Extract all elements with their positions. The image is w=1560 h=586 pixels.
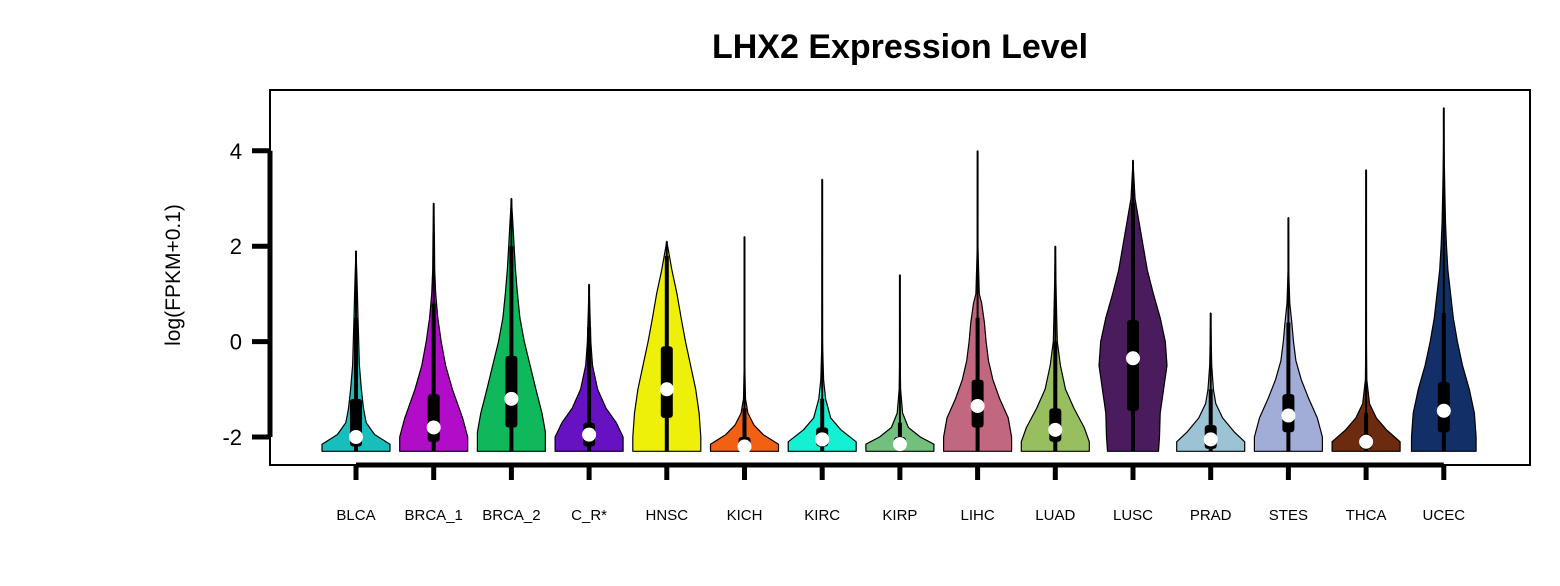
y-axis: -2 0 2 4 bbox=[222, 139, 273, 450]
chart-title: LHX2 Expression Level bbox=[712, 28, 1088, 66]
x-tick-label: BRCA_2 bbox=[482, 507, 540, 524]
violin-median-dot bbox=[1281, 408, 1296, 423]
x-tick-label: BLCA bbox=[336, 507, 375, 524]
y-tick-label: 0 bbox=[230, 330, 242, 355]
violin-median-dot bbox=[659, 382, 674, 397]
y-tick-label: 4 bbox=[230, 139, 242, 164]
x-tick-label: PRAD bbox=[1190, 507, 1232, 524]
x-tick-label: THCA bbox=[1346, 507, 1387, 524]
violin-median-dot bbox=[504, 391, 519, 406]
x-axis: BLCA BRCA_1 BRCA_2 C_R* HNSC KICH KIRC KIRP LIHC… bbox=[336, 462, 1466, 524]
violin-median-dot bbox=[582, 427, 597, 442]
x-tick-label: C_R* bbox=[571, 507, 607, 524]
x-tick-label: HNSC bbox=[646, 507, 689, 524]
violin-median-dot bbox=[1048, 422, 1063, 437]
violin-median-dot bbox=[1359, 434, 1374, 449]
violin-median-dot bbox=[349, 430, 363, 444]
x-tick-label: KIRC bbox=[804, 507, 840, 524]
x-tick-label: LUAD bbox=[1035, 507, 1075, 524]
x-tick-label: KICH bbox=[727, 507, 763, 524]
x-tick-label: LUSC bbox=[1113, 507, 1153, 524]
y-axis-label: log(FPKM+0.1) bbox=[162, 204, 185, 346]
violin-median-dot bbox=[1436, 403, 1451, 418]
violin-median-dot bbox=[1203, 432, 1218, 447]
violin-median-dot bbox=[892, 437, 907, 452]
x-tick-label: BRCA_1 bbox=[405, 507, 463, 524]
violin-median-dot bbox=[815, 432, 830, 447]
y-tick-label: 2 bbox=[230, 234, 242, 259]
violin-iqr-box bbox=[505, 355, 518, 428]
violin-median-dot bbox=[970, 398, 985, 413]
x-tick-label: UCEC bbox=[1423, 507, 1466, 524]
violin-iqr-box bbox=[1127, 320, 1139, 411]
violin-iqr-box bbox=[660, 346, 673, 418]
violin-iqr-box bbox=[427, 394, 440, 442]
y-tick-label: -2 bbox=[222, 425, 242, 450]
violin-median-dot bbox=[1126, 351, 1140, 366]
violin-median-dot bbox=[737, 439, 752, 454]
x-tick-label: LIHC bbox=[961, 507, 995, 524]
x-tick-label: STES bbox=[1269, 507, 1308, 524]
violin-median-dot bbox=[426, 420, 441, 435]
violins bbox=[321, 107, 1477, 454]
x-tick-label: KIRP bbox=[882, 507, 917, 524]
